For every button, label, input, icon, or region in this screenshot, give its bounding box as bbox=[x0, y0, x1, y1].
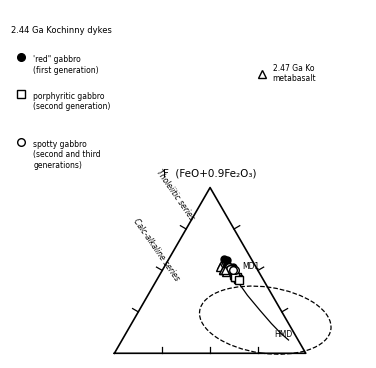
Text: 'red" gabbro
(first generation): 'red" gabbro (first generation) bbox=[33, 55, 99, 75]
Text: Tholeiitic series: Tholeiitic series bbox=[154, 168, 196, 222]
Text: F  (FeO+0.9Fe₂O₃): F (FeO+0.9Fe₂O₃) bbox=[163, 168, 257, 178]
Text: HMD: HMD bbox=[274, 330, 293, 339]
Text: porphyritic gabbro
(second generation): porphyritic gabbro (second generation) bbox=[33, 92, 111, 112]
Text: 2.47 Ga Ko
metabasalt: 2.47 Ga Ko metabasalt bbox=[273, 64, 316, 83]
Text: spotty gabbro
(second and third
generations): spotty gabbro (second and third generati… bbox=[33, 140, 101, 170]
Text: 2.44 Ga Kochinny dykes: 2.44 Ga Kochinny dykes bbox=[11, 26, 112, 35]
Text: MD1: MD1 bbox=[242, 262, 259, 272]
Text: Calc-alkaline series: Calc-alkaline series bbox=[132, 217, 182, 283]
